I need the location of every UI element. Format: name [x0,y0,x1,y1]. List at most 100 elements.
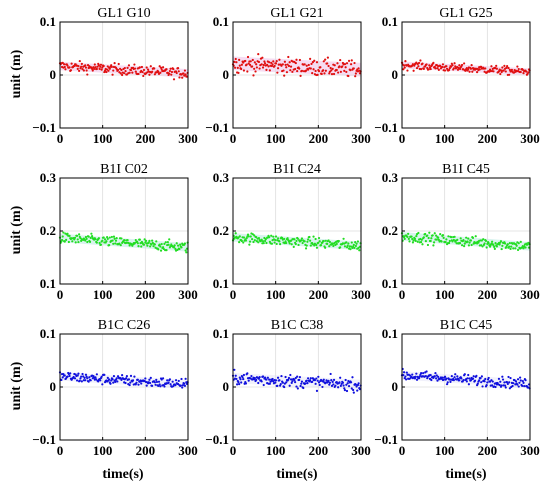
data-point [140,65,144,69]
data-point [159,385,162,388]
data-point [239,378,242,381]
data-point [60,378,63,382]
data-point [169,383,172,386]
data-point [153,67,156,70]
data-point [238,235,241,238]
data-point [350,381,353,384]
data-point [342,384,345,387]
data-point [471,377,475,380]
panel-5: 0 100 200 300 0.3 0.2 0.1 B1I C24 [213,162,371,302]
data-point [352,67,355,70]
data-point [84,239,87,242]
data-point [330,378,333,382]
x-tick-label: 100 [266,287,286,302]
data-point [253,239,256,242]
data-point [60,238,64,242]
data-point [309,239,312,242]
data-point [94,238,97,241]
data-point [252,74,255,77]
data-point [77,372,80,375]
data-point [325,379,328,382]
data-point [263,239,267,243]
y-tick-label: 0.1 [213,326,229,341]
data-point [233,66,237,69]
data-point [469,239,473,242]
data-point [472,375,475,378]
data-point [310,62,313,66]
data-point [116,68,120,72]
data-point [337,386,340,389]
data-point [437,68,440,71]
y-tick-label: −0.1 [32,432,56,447]
data-point [250,374,253,378]
data-point [112,235,116,238]
data-point [79,377,82,380]
data-point [288,242,291,245]
data-point [516,65,519,68]
data-point [329,66,332,70]
data-point [260,380,263,383]
data-point [458,67,462,71]
scatter-series [231,53,362,78]
data-point [233,60,236,63]
data-point [485,384,488,387]
y-tick-label: 0.1 [40,326,56,341]
data-point [68,234,71,237]
data-point [98,67,101,70]
data-point [493,247,496,250]
data-point [257,241,260,244]
data-point [237,381,240,384]
data-point [308,235,311,239]
data-point [428,231,431,234]
data-point [93,63,96,66]
data-point [456,68,460,71]
data-point [480,239,483,242]
y-tick-label: 0.1 [382,276,398,291]
data-point [510,245,513,248]
data-point [478,68,481,71]
data-point [505,66,508,69]
data-point [436,67,439,70]
data-point [338,65,341,68]
data-point [411,241,415,244]
data-point [413,237,417,241]
data-point [491,240,494,243]
data-point [153,73,156,76]
data-point [276,237,280,240]
data-point [97,237,101,240]
data-point [477,241,480,244]
data-point [516,248,520,252]
data-point [480,375,483,378]
data-point [447,235,450,238]
data-point [81,372,84,376]
data-point [463,245,466,248]
data-point [178,76,181,79]
data-point [66,232,69,235]
data-point [285,381,288,384]
x-tick-label: 200 [309,443,329,458]
data-point [134,383,137,386]
data-point [137,72,140,76]
data-point [403,66,406,69]
data-point [76,374,79,377]
data-point [503,64,506,67]
data-point [508,73,511,76]
xlabel-col-1: time(s) [102,467,144,482]
data-point [439,232,442,236]
data-point [91,69,94,72]
data-point [314,382,317,385]
data-point [305,64,308,67]
data-point [326,62,329,65]
data-point [88,376,91,379]
data-point [166,379,169,382]
data-point [437,375,440,378]
data-point [183,242,187,245]
data-point [121,374,124,377]
data-point [252,240,255,244]
data-point [356,240,360,243]
data-point [283,237,286,241]
